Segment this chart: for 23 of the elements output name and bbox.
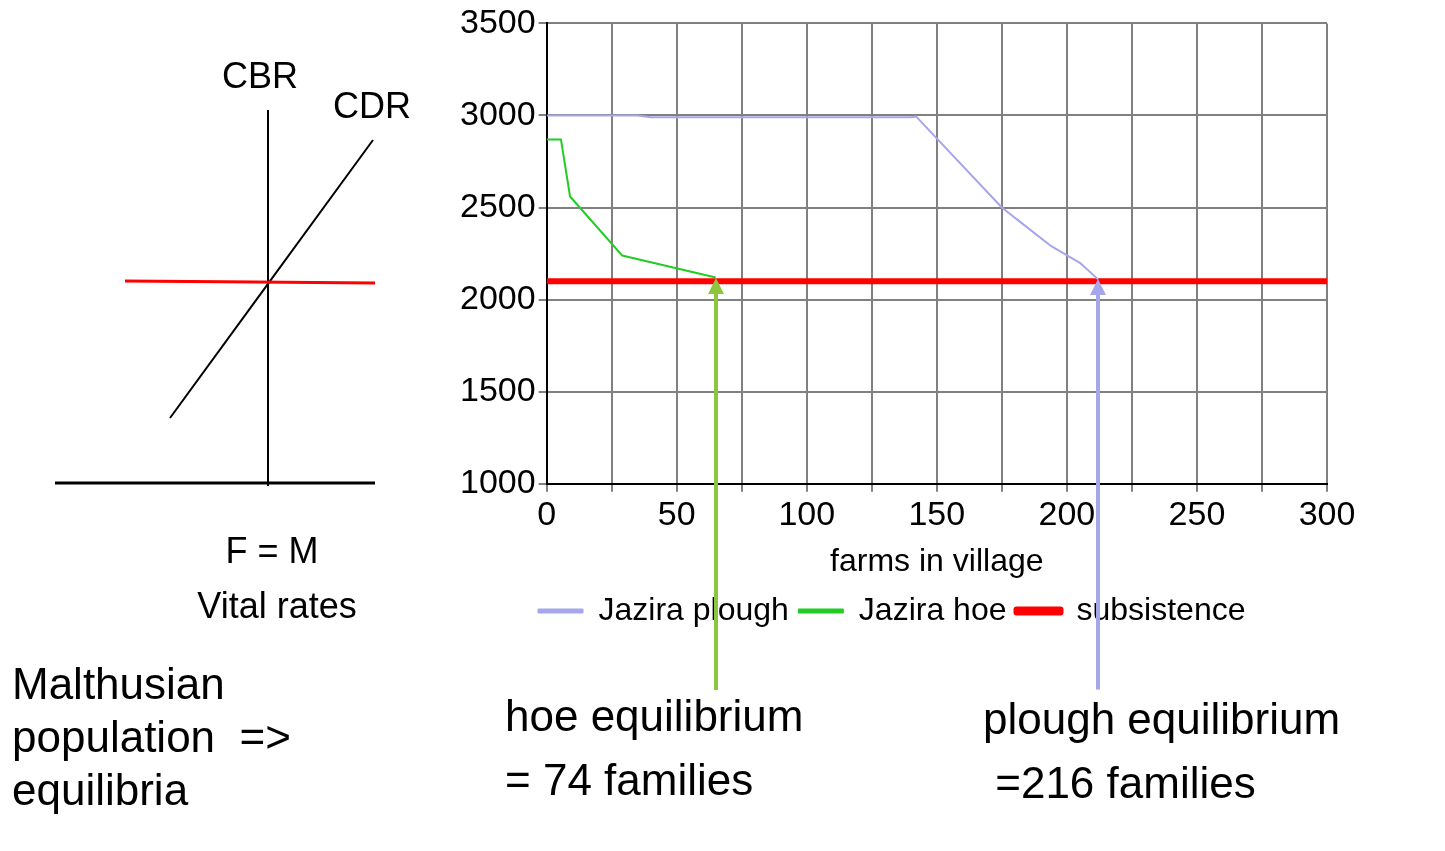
x-tick-label: 300 <box>1298 493 1356 532</box>
text: Malthusian population => equilibria <box>12 659 291 814</box>
x-tick-label: 50 <box>657 493 696 532</box>
y-tick-label: 3000 <box>460 93 536 132</box>
y-tick-label: 1000 <box>460 462 536 501</box>
legend-label: Jazira hoe <box>858 590 1007 627</box>
text: plough equilibrium =216 families <box>983 694 1341 808</box>
text: CBR <box>221 54 299 96</box>
text: hoe equilibrium = 74 families <box>505 691 804 805</box>
y-tick-label: 2500 <box>460 185 536 224</box>
text: CDR <box>333 84 411 126</box>
text: Vital rates <box>197 584 357 626</box>
text: F = M <box>225 529 319 571</box>
x-axis-title: farms in village <box>830 541 1044 578</box>
y-tick-label: 3500 <box>460 1 536 40</box>
y-tick-label: 2000 <box>460 278 536 317</box>
legend-label: subsistence <box>1076 590 1246 627</box>
x-tick-label: 100 <box>778 493 836 532</box>
x-tick-label: 150 <box>908 493 966 532</box>
x-tick-label: 200 <box>1038 493 1096 532</box>
y-tick-label: 1500 <box>460 370 536 409</box>
x-tick-label: 0 <box>537 493 557 532</box>
x-tick-label: 250 <box>1168 493 1226 532</box>
